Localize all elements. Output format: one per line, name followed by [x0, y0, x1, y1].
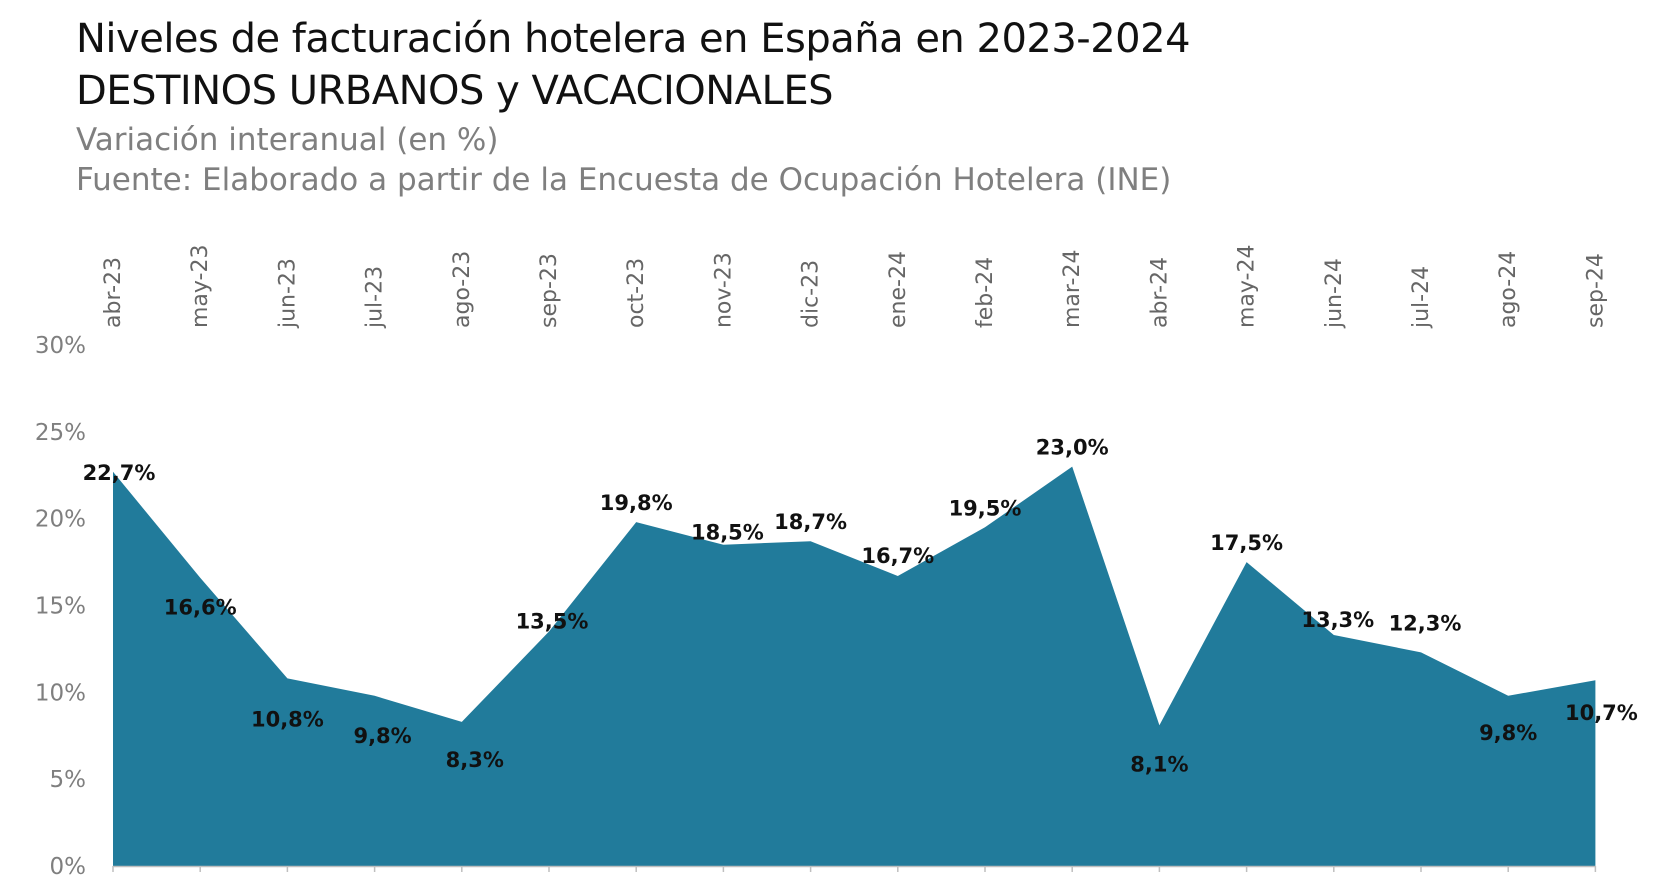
x-tick-label: jun-24 — [1322, 258, 1347, 329]
x-tick-label: ago-24 — [1496, 251, 1521, 328]
y-tick-label: 0% — [50, 854, 87, 880]
data-label: 23,0% — [1036, 436, 1109, 460]
y-tick-label: 15% — [35, 594, 86, 620]
x-tick-label: jul-23 — [363, 266, 388, 329]
data-label: 17,5% — [1210, 531, 1283, 555]
data-label: 8,1% — [1130, 752, 1188, 776]
x-tick-label: abr-23 — [101, 257, 126, 328]
data-label: 18,7% — [774, 510, 847, 534]
x-tick-label: oct-23 — [624, 258, 649, 328]
data-label: 16,6% — [164, 596, 237, 620]
x-tick-label: ene-24 — [886, 251, 911, 328]
chart-title-line2: DESTINOS URBANOS y VACACIONALES — [76, 68, 833, 114]
x-tick-label: feb-24 — [973, 257, 998, 328]
x-tick-label: may-24 — [1235, 245, 1260, 328]
data-label: 18,5% — [691, 521, 764, 545]
data-label: 8,3% — [446, 748, 504, 772]
data-label: 13,5% — [516, 610, 589, 634]
x-tick-label: sep-23 — [537, 253, 562, 328]
x-tick-label: jun-23 — [275, 258, 300, 329]
data-label: 13,3% — [1301, 608, 1374, 632]
x-tick-label: dic-23 — [799, 260, 824, 328]
data-label: 9,8% — [1479, 721, 1537, 745]
area-series — [113, 466, 1596, 866]
x-tick-label: jul-24 — [1409, 266, 1434, 329]
data-label: 19,8% — [600, 491, 673, 515]
data-label: 9,8% — [353, 724, 411, 748]
x-tick-label: ago-23 — [450, 251, 475, 328]
y-tick-label: 10% — [35, 680, 86, 706]
y-tick-label: 20% — [35, 507, 86, 533]
data-label: 10,7% — [1565, 701, 1638, 725]
x-tick-label: sep-24 — [1583, 253, 1608, 328]
data-label: 19,5% — [949, 496, 1022, 520]
data-label: 10,8% — [251, 707, 324, 731]
chart-subtitle: Variación interanual (en %) — [76, 122, 499, 158]
x-tick-label: may-23 — [188, 245, 213, 328]
x-tick-label: abr-24 — [1147, 257, 1172, 328]
data-label: 12,3% — [1389, 611, 1462, 635]
chart-title: Niveles de facturación hotelera en Españ… — [76, 16, 1191, 62]
y-tick-label: 30% — [35, 333, 86, 359]
data-label: 16,7% — [861, 544, 934, 568]
chart-source: Fuente: Elaborado a partir de la Encuest… — [76, 162, 1172, 198]
x-tick-label: nov-23 — [711, 252, 736, 328]
x-tick-label: mar-24 — [1060, 250, 1085, 328]
y-tick-label: 5% — [50, 767, 87, 793]
data-label: 22,7% — [83, 461, 156, 485]
y-tick-label: 25% — [35, 420, 86, 446]
